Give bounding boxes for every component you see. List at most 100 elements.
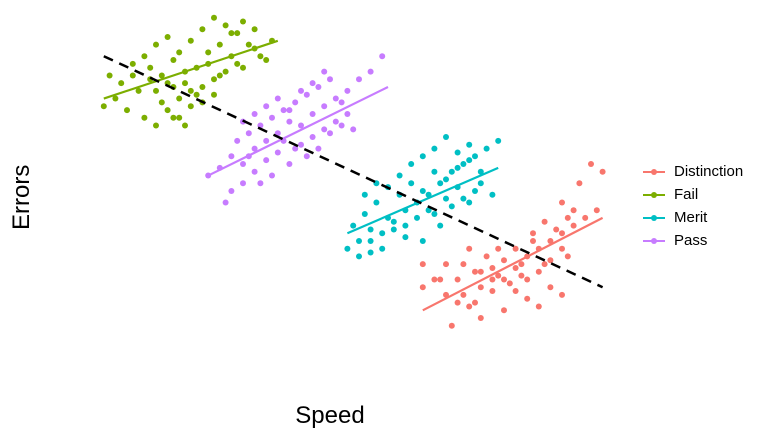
point-distinction	[477, 268, 484, 275]
legend-item-distinction: Distinction	[640, 160, 743, 183]
point-pass	[367, 68, 374, 75]
point-distinction	[582, 214, 589, 221]
point-fail	[106, 72, 113, 79]
point-fail	[234, 60, 241, 67]
point-merit	[425, 207, 432, 214]
trend-line-merit	[346, 166, 499, 235]
point-fail	[124, 107, 130, 114]
point-merit	[402, 207, 409, 214]
point-fail	[234, 30, 241, 37]
point-fail	[199, 84, 206, 90]
point-fail	[135, 87, 142, 94]
point-merit	[472, 187, 478, 194]
point-merit	[466, 141, 473, 148]
point-pass	[245, 130, 252, 137]
point-distinction	[541, 218, 548, 225]
point-distinction	[524, 253, 531, 260]
point-distinction	[454, 299, 461, 306]
point-fail	[228, 53, 235, 60]
point-fail	[153, 122, 159, 129]
point-merit	[454, 164, 461, 171]
point-pass	[269, 172, 275, 179]
point-fail	[216, 72, 223, 79]
point-fail	[222, 68, 229, 75]
point-distinction	[570, 222, 577, 229]
point-pass	[286, 118, 293, 125]
point-merit	[483, 145, 490, 152]
point-fail	[182, 68, 188, 75]
point-distinction	[460, 261, 467, 268]
point-pass	[216, 164, 223, 171]
point-distinction	[495, 272, 502, 279]
point-distinction	[547, 257, 554, 264]
point-merit	[425, 191, 432, 198]
point-pass	[263, 157, 270, 164]
point-pass	[240, 180, 246, 187]
point-distinction	[524, 295, 531, 302]
point-distinction	[559, 230, 565, 237]
point-fail	[211, 14, 217, 21]
point-distinction	[559, 245, 565, 252]
point-pass	[205, 172, 212, 179]
point-pass	[338, 99, 345, 106]
point-pass	[286, 107, 293, 114]
point-merit	[443, 176, 449, 183]
point-fail	[211, 91, 217, 98]
point-merit	[489, 191, 496, 198]
point-merit	[350, 222, 357, 229]
point-pass	[332, 95, 339, 102]
point-merit	[367, 238, 374, 244]
point-merit	[367, 249, 374, 256]
point-distinction	[460, 291, 467, 298]
point-distinction	[489, 264, 496, 271]
point-distinction	[530, 238, 536, 244]
point-pass	[263, 103, 270, 110]
legend-key-distinction	[640, 160, 668, 183]
point-pass	[344, 110, 351, 117]
point-merit	[431, 168, 438, 175]
point-fail	[141, 114, 148, 121]
point-distinction	[570, 207, 577, 214]
point-distinction	[518, 261, 525, 268]
point-merit	[454, 184, 461, 191]
point-distinction	[588, 161, 594, 167]
point-fail	[199, 26, 206, 33]
point-distinction	[489, 276, 496, 283]
point-pass	[280, 107, 287, 114]
point-fail	[182, 122, 188, 129]
point-merit	[431, 211, 438, 218]
legend-key-pass	[640, 229, 668, 252]
point-distinction	[501, 257, 507, 264]
point-fail	[263, 57, 270, 64]
point-fail	[158, 99, 165, 106]
point-distinction	[512, 288, 519, 295]
point-pass	[309, 80, 316, 87]
point-distinction	[472, 268, 478, 275]
point-merit	[448, 168, 455, 175]
point-fail	[187, 103, 194, 110]
point-merit	[443, 195, 449, 202]
point-pass	[257, 180, 264, 187]
x-axis-title: Speed	[295, 402, 365, 429]
point-pass	[274, 95, 281, 102]
point-pass	[332, 118, 339, 125]
point-pass	[309, 134, 316, 141]
point-merit	[361, 211, 368, 218]
point-fail	[112, 95, 119, 102]
point-fail	[251, 45, 258, 52]
legend-key-merit	[640, 206, 668, 229]
point-merit	[448, 203, 455, 210]
point-merit	[460, 195, 467, 202]
point-fail	[240, 18, 246, 25]
point-merit	[419, 238, 426, 244]
point-pass	[298, 122, 304, 129]
point-distinction	[448, 322, 455, 329]
point-fail	[176, 95, 183, 102]
data-points	[100, 14, 606, 329]
overall-trend-line	[103, 55, 604, 289]
point-pass	[251, 145, 258, 152]
point-pass	[292, 99, 299, 106]
point-pass	[251, 110, 258, 117]
point-distinction	[477, 284, 484, 291]
point-pass	[298, 141, 304, 148]
